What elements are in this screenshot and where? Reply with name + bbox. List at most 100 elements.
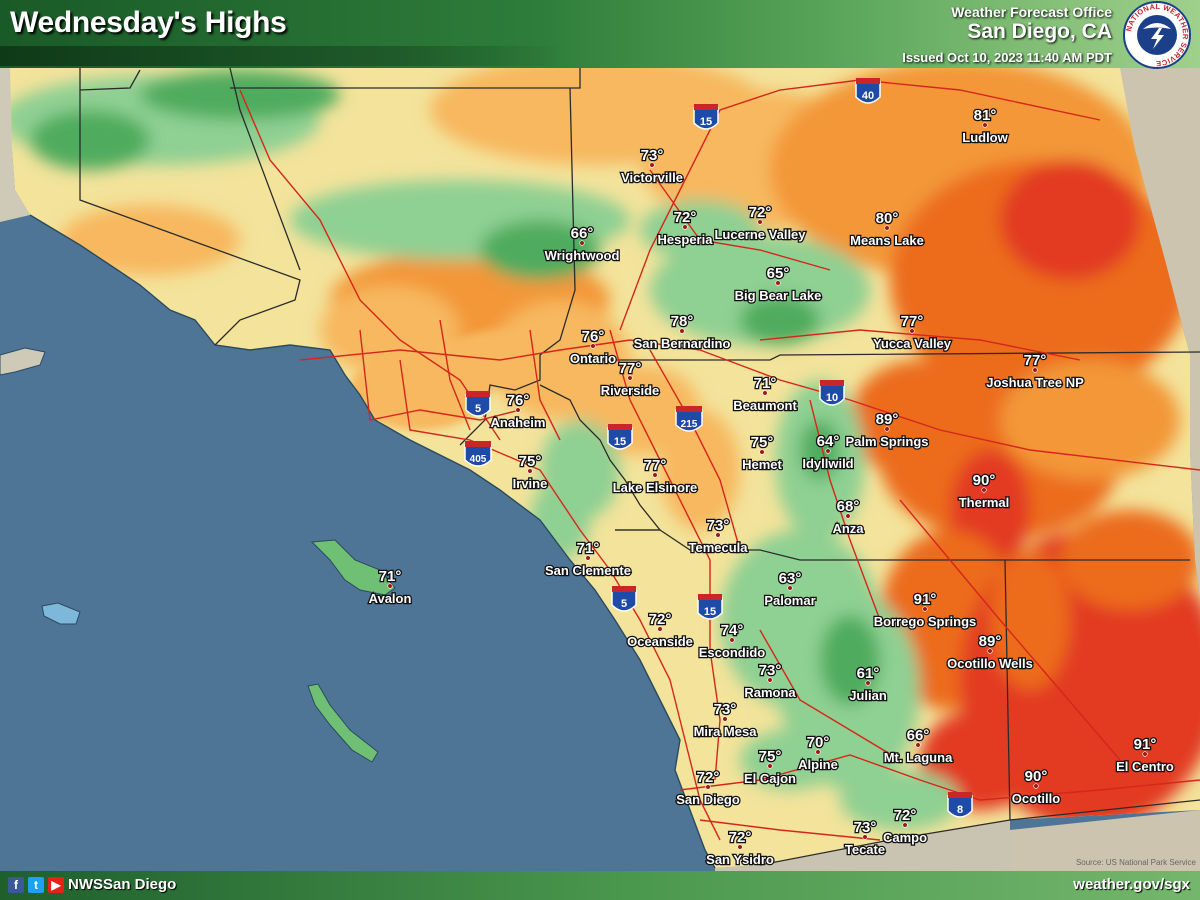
location-name: Irvine <box>513 476 548 491</box>
interstate-shield-10: 10 <box>819 380 845 406</box>
location-marker <box>902 822 908 828</box>
location-marker <box>1032 367 1038 373</box>
location-anza: 68° Anza <box>831 497 865 538</box>
social-handle[interactable]: NWSSan Diego <box>68 876 177 893</box>
location-marker <box>767 677 773 683</box>
location-temp: 76° <box>582 328 605 345</box>
location-temp: 66° <box>571 225 594 242</box>
location-temp: 72° <box>729 829 752 846</box>
location-name: Tecate <box>845 842 885 857</box>
location-temp: 71° <box>577 540 600 557</box>
location-san-bernardino: 78° San Bernardino <box>632 312 731 353</box>
terrain-east <box>1010 68 1200 871</box>
location-borrego-springs: 91° Borrego Springs <box>872 590 977 631</box>
location-name: Avalon <box>369 591 412 606</box>
interstate-shield-15b: 15 <box>607 424 633 450</box>
location-palomar: 63° Palomar <box>763 569 817 610</box>
location-temp: 64° <box>817 433 840 450</box>
header-bar: Wednesday's Highs Weather Forecast Offic… <box>0 0 1200 69</box>
island-anacapa <box>0 347 46 376</box>
location-name: Ocotillo <box>1012 791 1060 806</box>
location-tecate: 73° Tecate <box>844 818 887 859</box>
location-ocotillo-wells: 89° Ocotillo Wells <box>946 632 1034 673</box>
location-temp: 90° <box>973 472 996 489</box>
location-name: El Centro <box>1116 759 1174 774</box>
interstate-shield-5b: 5 <box>611 586 637 612</box>
location-oceanside: 72° Oceanside <box>626 610 694 651</box>
location-marker <box>1033 783 1039 789</box>
location-marker <box>757 219 763 225</box>
interstate-label: 40 <box>862 90 874 102</box>
office-city: San Diego, CA <box>967 20 1112 43</box>
location-temp: 72° <box>749 204 772 221</box>
location-marker <box>737 844 743 850</box>
location-name: Temecula <box>688 540 748 555</box>
island-san-clemente <box>307 683 379 763</box>
location-temp: 73° <box>707 517 730 534</box>
location-temp: 66° <box>907 727 930 744</box>
location-name: Anaheim <box>491 415 546 430</box>
location-temp: 76° <box>507 392 530 409</box>
interstate-label: 10 <box>826 392 838 404</box>
location-temp: 78° <box>671 313 694 330</box>
location-marker <box>679 328 685 334</box>
location-marker <box>815 749 821 755</box>
location-anaheim: 76° Anaheim <box>489 391 547 432</box>
location-marker <box>915 742 921 748</box>
interstate-shield-215: 215 <box>675 406 703 432</box>
location-name: Victorville <box>621 170 683 185</box>
location-marker <box>865 680 871 686</box>
location-name: Ramona <box>744 685 796 700</box>
location-name: Big Bear Lake <box>735 288 822 303</box>
location-temp: 75° <box>751 434 774 451</box>
location-ludlow: 81° Ludlow <box>961 106 1010 147</box>
location-mt-laguna: 66° Mt. Laguna <box>882 726 954 767</box>
island-catalina <box>310 539 396 596</box>
location-temp: 80° <box>876 210 899 227</box>
location-temp: 73° <box>714 701 737 718</box>
interstate-shield-15a: 15 <box>693 104 719 130</box>
location-temp: 77° <box>901 313 924 330</box>
location-marker <box>652 472 658 478</box>
interstate-shield-40: 40 <box>855 78 881 104</box>
interstate-label: 5 <box>475 403 481 415</box>
location-marker <box>729 637 735 643</box>
location-temp: 77° <box>644 457 667 474</box>
office-label: Weather Forecast Office <box>951 4 1112 20</box>
location-temp: 71° <box>379 568 402 585</box>
location-marker <box>825 448 831 454</box>
location-name: Lake Elsinore <box>613 480 698 495</box>
coastline <box>29 214 716 869</box>
location-temp: 73° <box>854 819 877 836</box>
location-marker <box>909 328 915 334</box>
location-alpine: 70° Alpine <box>797 733 839 774</box>
location-name: San Clemente <box>545 563 631 578</box>
location-name: Means Lake <box>850 233 924 248</box>
location-temp: 72° <box>674 209 697 226</box>
location-thermal: 90° Thermal <box>957 471 1010 512</box>
interstate-shield-15c: 15 <box>697 594 723 620</box>
twitter-icon[interactable]: t <box>28 877 44 893</box>
location-name: Campo <box>883 830 927 845</box>
interstate-label: 15 <box>700 116 712 128</box>
interstate-label: 5 <box>621 598 627 610</box>
location-name: Thermal <box>959 495 1010 510</box>
nws-logo: NATIONAL WEATHER SERVICE <box>1123 1 1191 69</box>
location-marker <box>845 513 851 519</box>
facebook-icon[interactable]: f <box>8 877 24 893</box>
location-name: Hesperia <box>658 232 714 247</box>
location-temp: 72° <box>649 611 672 628</box>
location-marker <box>649 162 655 168</box>
location-name: San Ysidro <box>706 852 774 867</box>
location-temp: 73° <box>759 662 782 679</box>
location-name: Oceanside <box>627 634 693 649</box>
temperature-map: 5 405 15 15 215 10 4 <box>0 68 1200 871</box>
youtube-icon[interactable]: ▶ <box>48 877 64 893</box>
location-hemet: 75° Hemet <box>741 433 784 474</box>
location-name: Riverside <box>601 383 660 398</box>
location-name: Alpine <box>798 757 838 772</box>
location-marker <box>1142 751 1148 757</box>
website-link[interactable]: weather.gov/sgx <box>1073 876 1190 893</box>
header-band <box>0 46 560 66</box>
